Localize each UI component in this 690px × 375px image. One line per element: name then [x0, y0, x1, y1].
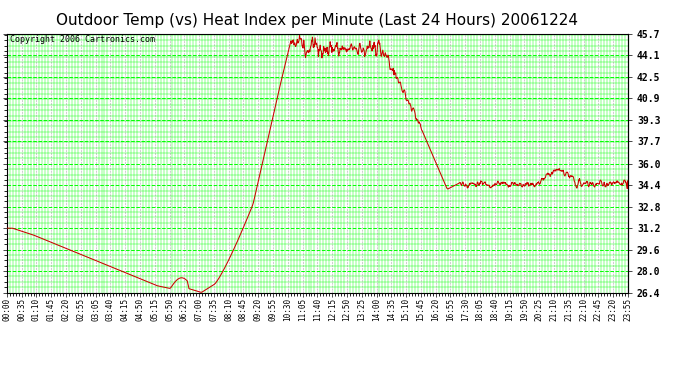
- Text: Outdoor Temp (vs) Heat Index per Minute (Last 24 Hours) 20061224: Outdoor Temp (vs) Heat Index per Minute …: [57, 13, 578, 28]
- Text: Copyright 2006 Cartronics.com: Copyright 2006 Cartronics.com: [10, 35, 155, 44]
